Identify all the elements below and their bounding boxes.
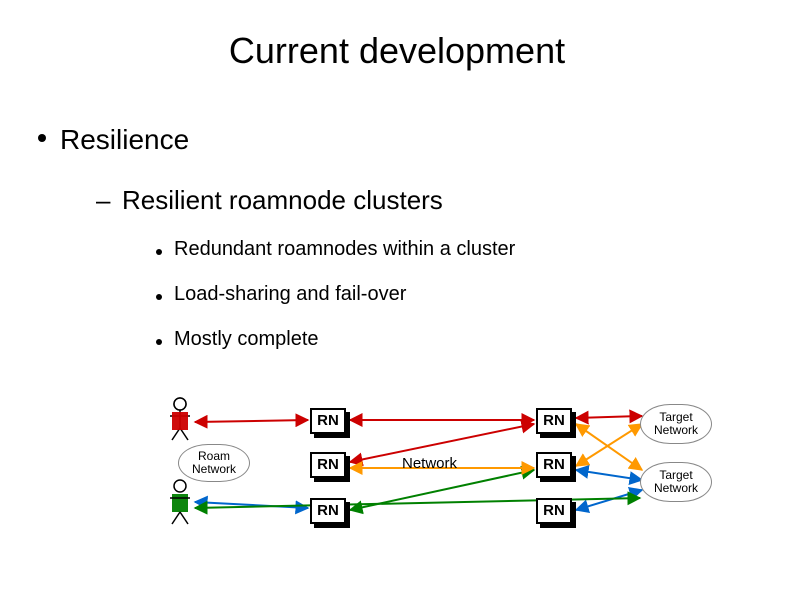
bullet-dot-l1 <box>38 134 46 142</box>
rn-node-left-1: RN <box>310 452 346 478</box>
bullet-dot-l3-0 <box>156 249 162 255</box>
slide-title: Current development <box>0 30 794 72</box>
bullet-l2: Resilient roamnode clusters <box>122 185 443 216</box>
target-network-label-2: TargetNetwork <box>641 469 711 495</box>
bullet-l3-1: Load-sharing and fail-over <box>174 283 406 306</box>
bullet-l1: Resilience <box>60 124 189 156</box>
bullet-dash-l2: – <box>96 185 110 216</box>
bullet-dot-l3-1 <box>156 294 162 300</box>
network-label: Network <box>402 455 457 472</box>
rn-node-right-0: RN <box>536 408 572 434</box>
rn-node-right-1: RN <box>536 452 572 478</box>
rn-node-left-2: RN <box>310 498 346 524</box>
person-icon-1 <box>170 398 190 440</box>
roam-network-label: RoamNetwork <box>179 450 249 476</box>
target-network-cloud-2: TargetNetwork <box>640 462 712 502</box>
rn-node-right-2: RN <box>536 498 572 524</box>
rn-node-left-0: RN <box>310 408 346 434</box>
target-network-cloud-1: TargetNetwork <box>640 404 712 444</box>
roam-network-cloud: RoamNetwork <box>178 444 250 482</box>
target-network-label-1: TargetNetwork <box>641 411 711 437</box>
bullet-l3-2: Mostly complete <box>174 328 319 351</box>
bullet-dot-l3-2 <box>156 339 162 345</box>
person-icon-2 <box>170 480 190 524</box>
bullet-l3-0: Redundant roamnodes within a cluster <box>174 238 515 261</box>
